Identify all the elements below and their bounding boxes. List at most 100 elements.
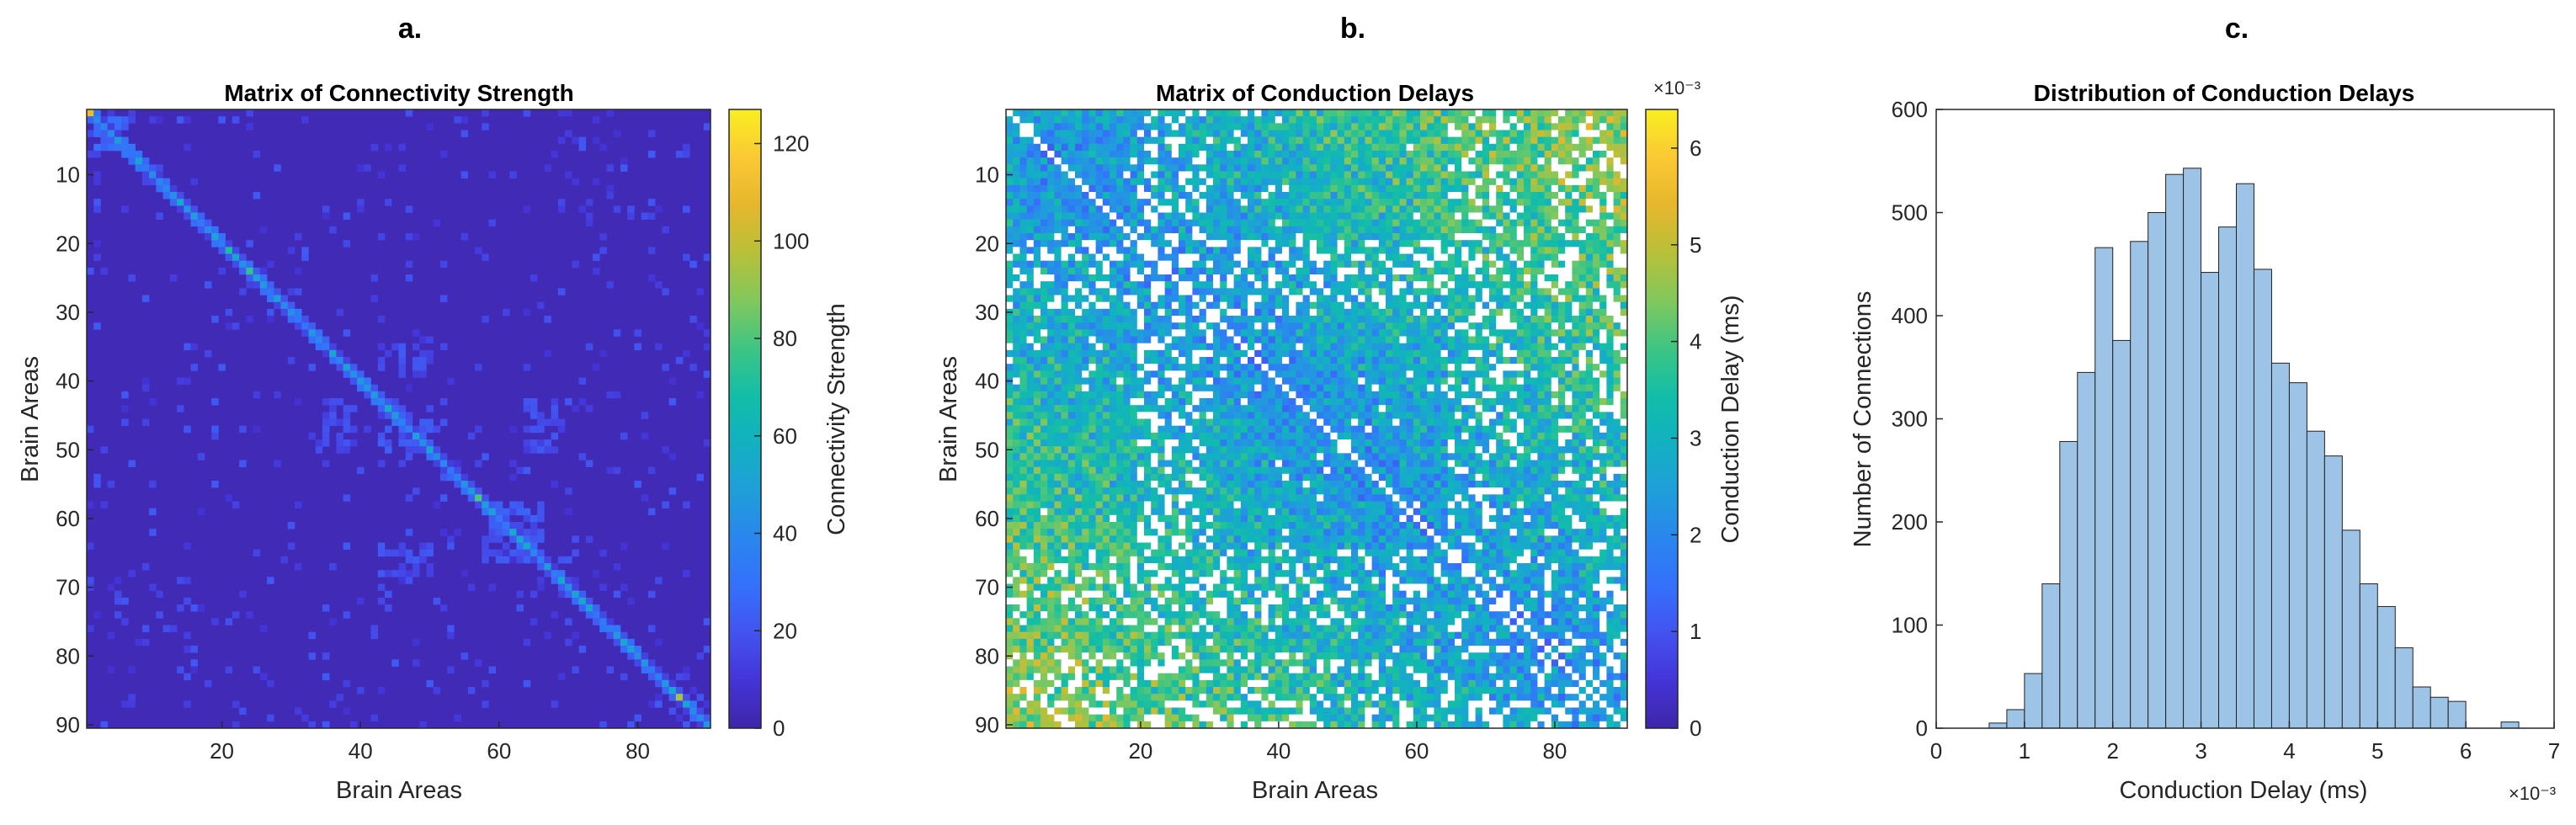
heatmap-b-cell	[1509, 151, 1518, 158]
heatmap-b-cell	[1461, 370, 1469, 378]
heatmap-b-cell	[1593, 109, 1600, 117]
heatmap-b-cell	[1206, 391, 1214, 399]
heatmap-b-cell	[1358, 377, 1365, 385]
heatmap-b-cell	[1254, 136, 1262, 145]
heatmap-b-cell	[1275, 171, 1283, 178]
heatmap-b-cell	[1365, 164, 1372, 172]
heatmap-b-cell	[1220, 226, 1227, 234]
heatmap-a-cell	[349, 405, 358, 412]
heatmap-b-cell	[1496, 226, 1504, 234]
heatmap-b-cell	[1516, 157, 1525, 165]
heatmap-b-cell	[1240, 398, 1248, 406]
heatmap-b-cell	[1516, 143, 1525, 152]
heatmap-b-cell	[1475, 398, 1483, 406]
heatmap-a-cell	[613, 638, 621, 647]
heatmap-b-cell	[1179, 301, 1186, 310]
heatmap-b-cell	[1358, 226, 1365, 234]
heatmap-b-cell	[1530, 178, 1538, 186]
heatmap-b-cell	[1151, 151, 1158, 158]
heatmap-b-cell	[1565, 226, 1573, 234]
heatmap-b-cell	[1179, 143, 1186, 152]
heatmap-b-cell	[1509, 247, 1518, 254]
heatmap-b-cell	[1399, 226, 1407, 234]
heatmap-b-cell	[1351, 308, 1359, 317]
heatmap-a-cell	[405, 412, 413, 419]
heatmap-b-cells	[1006, 109, 1628, 729]
heatmap-b-cell	[1606, 253, 1614, 261]
heatmap-b-cell	[1524, 370, 1531, 378]
heatmap-a-cell	[433, 219, 441, 227]
heatmap-b-cell	[1206, 109, 1214, 117]
heatmap-a-cell	[336, 446, 343, 454]
heatmap-b-cell	[1496, 322, 1504, 330]
heatmap-b-cell	[1102, 308, 1110, 317]
heatmap-a-frame	[86, 109, 711, 729]
heatmap-a-cell	[419, 357, 427, 365]
heatmap-b-cell	[1406, 247, 1414, 254]
heatmap-a-cell	[419, 542, 427, 550]
heatmap-a-cell	[460, 487, 469, 495]
heatmap-b-cell	[1240, 405, 1248, 412]
heatmap-b-cell	[1309, 343, 1317, 351]
heatmap-b-cell	[1033, 384, 1041, 392]
heatmap-b-cell	[1151, 240, 1158, 248]
heatmap-a-cell	[107, 109, 115, 117]
heatmap-b-cell	[1067, 322, 1076, 330]
heatmap-b-cell	[1296, 199, 1303, 206]
heatmap-b-cell	[1136, 391, 1145, 399]
heatmap-b-cell	[1351, 212, 1359, 220]
heatmap-b-cell	[1323, 109, 1331, 117]
heatmap-b-cell	[1268, 357, 1276, 365]
heatmap-b-cell	[1455, 240, 1462, 248]
heatmap-b-cell	[1144, 247, 1152, 254]
heatmap-b-cell	[1551, 336, 1559, 343]
heatmap-b-cell	[1282, 288, 1290, 295]
heatmap-b-cell	[1019, 329, 1027, 337]
heatmap-b-cell	[1482, 164, 1490, 172]
heatmap-b-cell	[1054, 316, 1062, 323]
heatmap-b-cell	[1158, 130, 1165, 137]
heatmap-b-cell	[1455, 288, 1462, 295]
heatmap-b-cell	[1227, 260, 1234, 269]
heatmap-a-cell	[593, 267, 600, 275]
heatmap-b-cell	[1206, 205, 1214, 213]
heatmap-b-cell	[1158, 288, 1165, 295]
heatmap-b-cell	[1551, 281, 1559, 289]
heatmap-b-cell	[1289, 178, 1296, 186]
heatmap-b-cell	[1537, 267, 1545, 275]
heatmap-b-cell	[1544, 260, 1552, 269]
heatmap-b-cell	[1289, 151, 1296, 158]
heatmap-b-cell	[1565, 205, 1573, 213]
heatmap-b-cell	[1171, 192, 1179, 200]
heatmap-b-cell	[1282, 295, 1290, 302]
heatmap-b-cell	[1123, 136, 1131, 145]
heatmap-a-cell	[647, 466, 656, 475]
heatmap-b-cell	[1282, 219, 1290, 227]
heatmap-b-cell	[1399, 205, 1407, 213]
heatmap-b-cell	[1185, 212, 1193, 220]
heatmap-b-cell	[1606, 281, 1614, 289]
heatmap-b-cell	[1378, 391, 1386, 399]
heatmap-b-cell	[1144, 253, 1152, 261]
heatmap-b-cell	[1620, 212, 1628, 220]
heatmap-a-cell	[503, 556, 510, 564]
heatmap-b-cell	[1406, 412, 1414, 419]
heatmap-b-cell	[1213, 205, 1221, 213]
heatmap-a-cell	[467, 583, 476, 591]
heatmap-b-cell	[1461, 260, 1469, 269]
heatmap-b-cell	[1371, 384, 1380, 392]
heatmap-b-cell	[1585, 295, 1594, 302]
heatmap-b-cell	[1248, 205, 1255, 213]
heatmap-b-cell	[1179, 295, 1186, 302]
heatmap-b-cell	[1033, 123, 1041, 130]
heatmap-b-cell	[1179, 240, 1186, 248]
heatmap-b-cell	[1116, 199, 1124, 206]
heatmap-b-cell	[1551, 329, 1559, 337]
heatmap-b-cell	[1482, 391, 1490, 399]
heatmap-b-cell	[1578, 109, 1587, 117]
heatmap-b-cell	[1116, 178, 1124, 186]
heatmap-a-cell	[668, 679, 677, 688]
heatmap-b-cell	[1095, 370, 1104, 378]
heatmap-a-cell	[349, 425, 358, 434]
heatmap-b-cell	[1503, 281, 1510, 289]
